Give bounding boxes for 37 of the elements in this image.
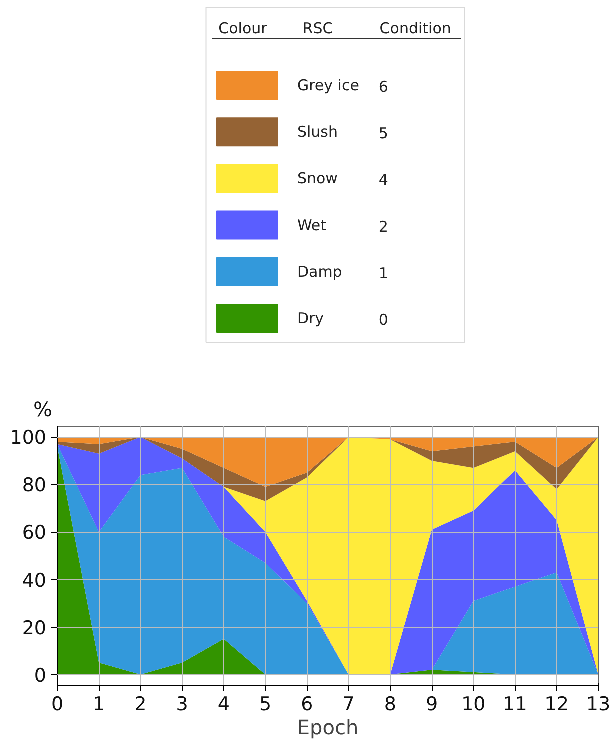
x-tick-label: 13 (586, 694, 611, 716)
y-tick-label: 20 (22, 617, 47, 640)
text: Condition (380, 20, 452, 38)
legend-label: Slush (297, 123, 338, 142)
x-tick-label: 7 (342, 694, 355, 716)
text: 4 (378, 171, 388, 190)
legend-label: Grey ice (297, 76, 360, 94)
x-tick-label: 10 (462, 694, 486, 716)
text: 2 (378, 218, 388, 236)
text: RSC (302, 20, 334, 38)
y-axis-title: % (34, 398, 53, 422)
x-tick-label: 8 (384, 694, 396, 716)
text: 6 (378, 78, 388, 96)
text: Colour (218, 20, 268, 38)
x-axis-title: Epoch (297, 716, 359, 740)
y-tick-label: 80 (22, 474, 47, 497)
legend-label: Wet (297, 216, 327, 234)
x-tick-label: 4 (218, 694, 230, 716)
y-tick-label: 0 (34, 664, 47, 687)
y-tick-label: 100 (10, 427, 46, 450)
y-tick-label: 60 (22, 522, 47, 544)
x-tick-label: 9 (426, 694, 438, 716)
x-tick-label: 3 (176, 694, 188, 716)
y-tick-label: 40 (22, 570, 47, 592)
x-tick-label: 5 (260, 694, 272, 716)
x-tick-label: 11 (503, 694, 528, 716)
legend-label: Dry (297, 310, 324, 328)
text: 0 (378, 311, 388, 329)
x-tick-label: 6 (301, 694, 314, 716)
legend-label: Snow (297, 170, 338, 188)
text: 1 (378, 264, 388, 282)
x-tick-label: 12 (544, 694, 569, 716)
text: 5 (378, 124, 388, 143)
x-tick-label: 2 (134, 694, 147, 716)
legend-label: Damp (297, 262, 342, 281)
x-tick-label: 1 (93, 694, 106, 716)
x-tick-label: 0 (51, 694, 64, 716)
